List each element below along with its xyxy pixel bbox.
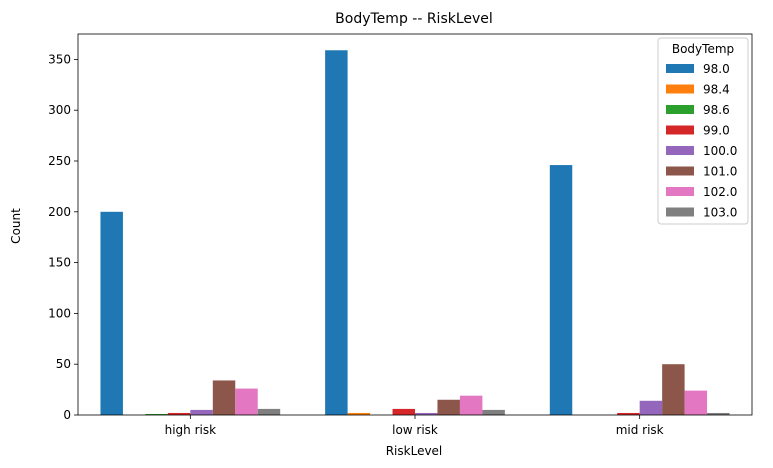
y-tick-label: 100 [48,306,71,320]
legend-swatch [666,207,694,217]
bar [482,409,505,415]
legend-label: 101.0 [703,165,737,179]
legend-swatch [666,84,694,94]
bar [437,399,460,415]
y-tick-label: 200 [48,205,71,219]
legend-swatch [666,105,694,114]
legend-swatch [666,64,694,73]
y-tick-label: 250 [48,154,71,168]
bar [167,412,191,415]
bar [684,390,708,415]
legend-swatch [666,125,694,135]
x-tick-label: low risk [392,423,438,437]
y-tick-label: 350 [48,52,71,66]
bar [662,364,685,415]
legend-label: 103.0 [703,206,737,220]
legend: BodyTemp 98.0 98.4 98.6 99.0 100.0 101.0 102.0 1… [657,37,749,225]
y-axis: 0 50 100 150 200 250 300 350 [48,52,78,422]
x-tick-label: mid risk [616,423,664,437]
bar [235,388,258,415]
bar [212,380,236,415]
bar [639,400,663,415]
y-tick-label: 150 [48,256,71,270]
bar [100,211,123,415]
x-axis: high risk low risk mid risk [165,415,664,437]
bar [549,165,573,415]
bar [190,409,213,415]
legend-title: BodyTemp [672,42,734,56]
plot-area [100,50,730,415]
legend-label: 98.4 [703,83,730,97]
bar [707,412,730,415]
chart-title: BodyTemp -- RiskLevel [335,11,493,27]
bar [145,413,168,415]
x-tick-label: high risk [165,423,216,437]
legend-label: 100.0 [703,144,737,158]
y-tick-label: 0 [63,408,71,422]
legend-label: 98.0 [703,62,730,76]
bar [325,50,348,415]
legend-label: 98.6 [703,103,730,117]
legend-swatch [666,187,694,196]
y-tick-label: 50 [56,357,71,371]
bar [459,395,483,415]
bar [257,408,281,415]
x-axis-label: RiskLevel [386,444,443,458]
bar [617,412,640,415]
legend-swatch [666,146,694,155]
bar [415,412,438,415]
legend-swatch [666,166,694,176]
y-axis-label: Count [9,208,23,244]
legend-label: 99.0 [703,124,730,138]
y-tick-label: 300 [48,103,71,117]
bar [392,408,415,415]
bar [347,412,371,415]
plot-frame [77,33,753,416]
legend-label: 102.0 [703,185,737,199]
